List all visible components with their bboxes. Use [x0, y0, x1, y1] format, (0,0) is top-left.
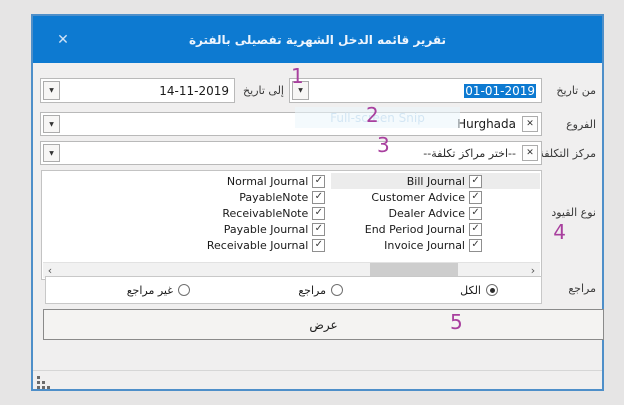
checkbox-checked-icon[interactable]: ✓: [469, 190, 482, 204]
entry-type-payable-journal[interactable]: ✓ Payable Journal: [43, 221, 331, 237]
scrollbar-thumb[interactable]: [370, 263, 458, 278]
checkbox-checked-icon[interactable]: ✓: [469, 206, 482, 220]
to-date-value: 14-11-2019: [159, 83, 229, 98]
divider: [33, 370, 602, 371]
cost-center-value: --اختر مراكز تكلفة--: [423, 146, 516, 160]
entry-type-receivable-journal[interactable]: ✓ Receivable Journal: [43, 237, 331, 253]
dialog-title: تقرير قائمه الدخل الشهرية تفصيلى بالفترة: [188, 32, 447, 47]
chevron-down-icon: ▼: [49, 87, 54, 94]
radio-reviewed[interactable]: مراجع: [298, 277, 343, 303]
entry-type-invoice-journal[interactable]: ✓ Invoice Journal: [331, 237, 540, 253]
entry-type-receivablenote[interactable]: ✓ ReceivableNote: [43, 205, 331, 221]
branches-dropdown-button[interactable]: ▼: [43, 115, 60, 133]
list-item: ✓ Invoice Journal ✓ Receivable Journal: [43, 237, 540, 253]
checkbox-checked-icon[interactable]: ✓: [312, 174, 326, 188]
cost-center-combo[interactable]: ▼ --اختر مراكز تكلفة-- ✕: [40, 141, 542, 165]
cost-center-dropdown-button[interactable]: ▼: [43, 144, 60, 162]
from-date-label: من تاريخ: [556, 84, 596, 97]
checkbox-checked-icon[interactable]: ✓: [312, 190, 326, 204]
close-button[interactable]: ✕: [52, 28, 74, 50]
entry-type-bill-journal[interactable]: ✓ Bill Journal: [331, 173, 540, 189]
to-date-field[interactable]: ▼ 14-11-2019: [40, 78, 235, 103]
list-item: ✓ Dealer Advice ✓ ReceivableNote: [43, 205, 540, 221]
entry-types-list[interactable]: ✓ Bill Journal ✓ Normal Journal ✓ Custom…: [41, 170, 542, 280]
to-date-label: إلى تاريخ: [243, 84, 284, 97]
from-date-value: 01-01-2019: [464, 83, 536, 98]
chevron-down-icon: ▼: [49, 149, 54, 157]
scroll-left-arrow-icon[interactable]: ‹: [47, 264, 53, 277]
view-button-label: عرض: [309, 317, 338, 332]
cost-center-clear-button[interactable]: ✕: [522, 145, 538, 161]
checkbox-checked-icon[interactable]: ✓: [312, 206, 326, 220]
radio-unselected-icon: [331, 284, 343, 296]
radio-unselected-icon: [178, 284, 190, 296]
checkbox-checked-icon[interactable]: ✓: [469, 238, 482, 252]
close-icon: ✕: [57, 30, 69, 47]
annotation-4: 4: [553, 220, 566, 244]
cost-center-label: مركز التكلفة: [538, 147, 596, 160]
entry-types-rows: ✓ Bill Journal ✓ Normal Journal ✓ Custom…: [43, 173, 540, 253]
clear-icon: ✕: [526, 119, 534, 129]
entry-type-customer-advice[interactable]: ✓ Customer Advice: [331, 189, 540, 205]
branches-clear-button[interactable]: ✕: [522, 116, 538, 132]
view-button[interactable]: عرض: [43, 309, 604, 340]
entry-type-dealer-advice[interactable]: ✓ Dealer Advice: [331, 205, 540, 221]
list-item: ✓ Bill Journal ✓ Normal Journal: [43, 173, 540, 189]
horizontal-scrollbar[interactable]: ‹ ›: [43, 262, 540, 278]
checkbox-checked-icon[interactable]: ✓: [469, 174, 482, 188]
branches-label: الفروع: [566, 118, 596, 131]
radio-not-reviewed[interactable]: غير مراجع: [127, 277, 190, 303]
from-date-field[interactable]: ▼ 01-01-2019: [289, 78, 542, 103]
report-dialog: تقرير قائمه الدخل الشهرية تفصيلى بالفترة…: [31, 14, 604, 391]
checkbox-checked-icon[interactable]: ✓: [312, 238, 326, 252]
entry-type-end-period-journal[interactable]: ✓ End Period Journal: [331, 221, 540, 237]
branches-value: Hurghada: [457, 117, 516, 131]
review-label: مراجع: [568, 282, 596, 295]
entry-types-label: نوع القيود: [551, 206, 596, 219]
chevron-down-icon: ▼: [49, 120, 54, 128]
branches-combo[interactable]: ▼ Hurghada ✕: [40, 112, 542, 136]
radio-all[interactable]: الكل: [460, 277, 498, 303]
review-radio-group: الكل مراجع غير مراجع: [45, 276, 542, 304]
list-item: ✓ End Period Journal ✓ Payable Journal: [43, 221, 540, 237]
to-date-dropdown-button[interactable]: ▼: [43, 81, 60, 100]
clear-icon: ✕: [526, 148, 534, 158]
checkbox-checked-icon[interactable]: ✓: [312, 222, 326, 236]
scroll-right-arrow-icon[interactable]: ›: [530, 264, 536, 277]
chevron-down-icon: ▼: [298, 87, 303, 94]
entry-type-normal-journal[interactable]: ✓ Normal Journal: [43, 173, 331, 189]
list-item: ✓ Customer Advice ✓ PayableNote: [43, 189, 540, 205]
entry-type-payablenote[interactable]: ✓ PayableNote: [43, 189, 331, 205]
from-date-dropdown-button[interactable]: ▼: [292, 81, 309, 100]
titlebar: تقرير قائمه الدخل الشهرية تفصيلى بالفترة: [33, 16, 602, 63]
checkbox-checked-icon[interactable]: ✓: [469, 222, 482, 236]
resize-grip-icon[interactable]: [36, 375, 52, 389]
radio-selected-icon: [486, 284, 498, 296]
